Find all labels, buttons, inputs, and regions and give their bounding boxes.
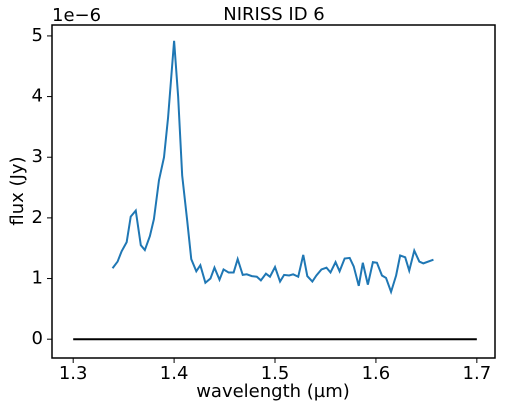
x-tick-label: 1.6	[362, 363, 391, 384]
y-tick-label: 2	[32, 207, 43, 228]
x-axis-label: wavelength (µm)	[196, 381, 350, 402]
x-tick-label: 1.4	[160, 363, 189, 384]
y-tick-label: 1	[32, 268, 43, 289]
plot-frame	[51, 24, 496, 359]
y-tick-label: 5	[32, 25, 43, 46]
y-tick-label: 0	[32, 328, 43, 349]
x-tick-label: 1.5	[261, 363, 290, 384]
x-tick-label: 1.7	[463, 363, 492, 384]
x-tick-label: 1.3	[59, 363, 88, 384]
chart-title: NIRISS ID 6	[223, 4, 325, 25]
y-axis-label: flux (Jy)	[7, 156, 28, 225]
y-tick-label: 4	[32, 86, 43, 107]
data-line	[111, 40, 434, 296]
offset-label: 1e−6	[52, 5, 101, 26]
y-tick-label: 3	[32, 146, 43, 167]
